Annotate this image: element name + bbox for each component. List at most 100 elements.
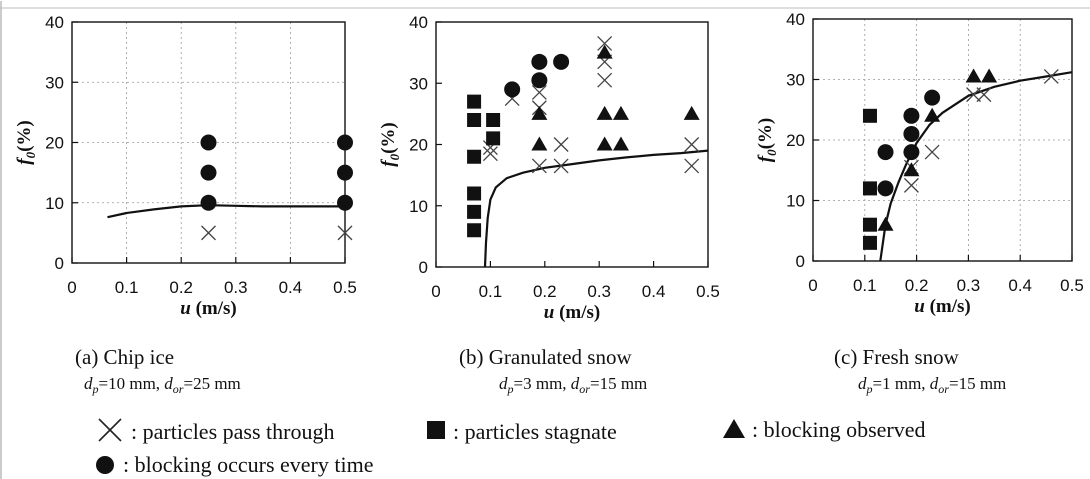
point-blocking-observed (612, 136, 629, 151)
y-tick-label: 40 (45, 13, 64, 32)
fit-curve (107, 204, 345, 219)
y-tick-label: 0 (419, 258, 428, 277)
y-axis-label: f0(%) (14, 120, 38, 164)
x-tick-label: 0.5 (696, 282, 720, 301)
chart-b: 0 0.1 0.2 0.3 0.4 0.5 0 10 20 30 40 u (m/s) f0(%) (378, 13, 720, 323)
point-blocking-every (877, 180, 894, 197)
point-blocking-every (337, 164, 353, 181)
point-blocking-every (531, 72, 548, 89)
x-tick-label: 0.2 (905, 276, 929, 295)
x-tick-label: 0.2 (533, 282, 557, 301)
point-pass (201, 225, 216, 241)
y-tick-label: 30 (45, 73, 64, 92)
param-dp-c: 1 mm (882, 374, 921, 393)
fit-curve (483, 149, 709, 268)
point-stagnate (486, 131, 501, 146)
point-blocking-every (903, 125, 920, 142)
point-stagnate (467, 94, 482, 109)
param-dp-b: 3 mm (523, 374, 562, 393)
point-blocking-observed (612, 105, 629, 120)
point-blocking-observed (531, 105, 548, 120)
point-stagnate (467, 149, 482, 164)
y-tick-label: 10 (45, 194, 64, 213)
x-tick-label: 0 (67, 278, 76, 297)
y-tick-label: 10 (786, 192, 805, 211)
point-blocking-every (553, 53, 570, 70)
point-blocking-every (337, 194, 353, 211)
x-axis-label: u (m/s) (544, 302, 600, 323)
point-blocking-observed (596, 105, 613, 120)
point-blocking-observed (965, 68, 982, 83)
point-stagnate (862, 108, 877, 123)
legend-circle-icon (96, 456, 114, 474)
point-stagnate (467, 113, 482, 127)
params-a: dp=10 mm, dor=25 mm (84, 374, 241, 396)
legend-square-icon (427, 421, 445, 439)
params-c: dp=1 mm, dor=15 mm (858, 374, 1006, 396)
x-tick-label: 0.1 (479, 282, 503, 301)
point-pass (1043, 69, 1059, 84)
x-tick-label: 0.3 (587, 282, 611, 301)
caption-b: (b) Granulated snow (459, 345, 632, 369)
chart-c: 0 0.1 0.2 0.3 0.4 0.5 0 10 20 30 40 u (m/s) f0(%) (755, 10, 1084, 317)
x-tick-label: 0.4 (279, 278, 303, 297)
param-dor-c: 15 mm (959, 374, 1007, 393)
param-dor-b: 15 mm (600, 374, 648, 393)
point-blocking-observed (903, 162, 920, 177)
point-blocking-every (924, 89, 941, 106)
charts-group: 0 0.1 0.2 0.3 0.4 0.5 0 10 20 30 40 u (m/s) f0(%) 0 0.… (14, 10, 1084, 323)
y-tick-label: 10 (409, 197, 428, 216)
x-tick-label: 0.2 (169, 278, 193, 297)
point-pass (597, 35, 613, 51)
point-stagnate (862, 181, 877, 196)
legend-cross-icon (98, 418, 122, 442)
point-stagnate (467, 186, 482, 201)
legend-blocking-every-label: : blocking occurs every time (123, 452, 373, 477)
point-blocking-observed (981, 68, 998, 83)
point-pass (482, 146, 498, 162)
point-blocking-every (877, 144, 894, 161)
param-dor-a: 25 mm (193, 374, 241, 393)
point-stagnate (467, 204, 482, 219)
x-tick-label: 0 (431, 282, 440, 301)
x-axis-label: u (m/s) (914, 296, 970, 317)
point-blocking-every (200, 194, 217, 211)
y-tick-label: 0 (796, 252, 805, 271)
x-tick-label: 0 (808, 276, 817, 295)
legend-stagnate-label: : particles stagnate (453, 419, 617, 444)
point-stagnate (862, 235, 877, 250)
point-blocking-every (200, 164, 217, 181)
point-blocking-every (200, 134, 217, 151)
y-tick-label: 20 (409, 136, 428, 155)
point-stagnate (486, 113, 501, 127)
point-blocking-every (504, 81, 521, 98)
x-tick-label: 0.4 (642, 282, 666, 301)
x-tick-label: 0.5 (1060, 276, 1084, 295)
legend-pass-label: : particles pass through (131, 419, 334, 444)
point-pass (976, 87, 992, 103)
point-blocking-every (531, 53, 548, 70)
legend-blocking-observed-label: : blocking observed (752, 417, 926, 442)
point-pass (531, 158, 547, 174)
point-pass (966, 87, 982, 103)
point-pass (684, 137, 700, 152)
point-blocking-observed (596, 136, 613, 151)
x-tick-label: 0.5 (333, 278, 357, 297)
y-tick-label: 30 (786, 71, 805, 90)
point-pass (924, 144, 940, 160)
x-tick-label: 0.3 (224, 278, 248, 297)
legend-triangle-icon (723, 419, 745, 438)
point-pass (684, 158, 700, 174)
point-blocking-observed (924, 107, 941, 122)
y-tick-label: 40 (409, 13, 428, 32)
y-tick-label: 20 (786, 131, 805, 150)
y-tick-label: 40 (786, 10, 805, 29)
y-axis-label: f0(%) (378, 122, 402, 166)
point-pass (597, 72, 613, 88)
caption-c: (c) Fresh snow (834, 345, 960, 369)
point-pass (903, 177, 919, 193)
y-tick-label: 20 (45, 134, 64, 153)
y-axis-label: f0(%) (755, 118, 779, 162)
point-pass (337, 225, 353, 241)
